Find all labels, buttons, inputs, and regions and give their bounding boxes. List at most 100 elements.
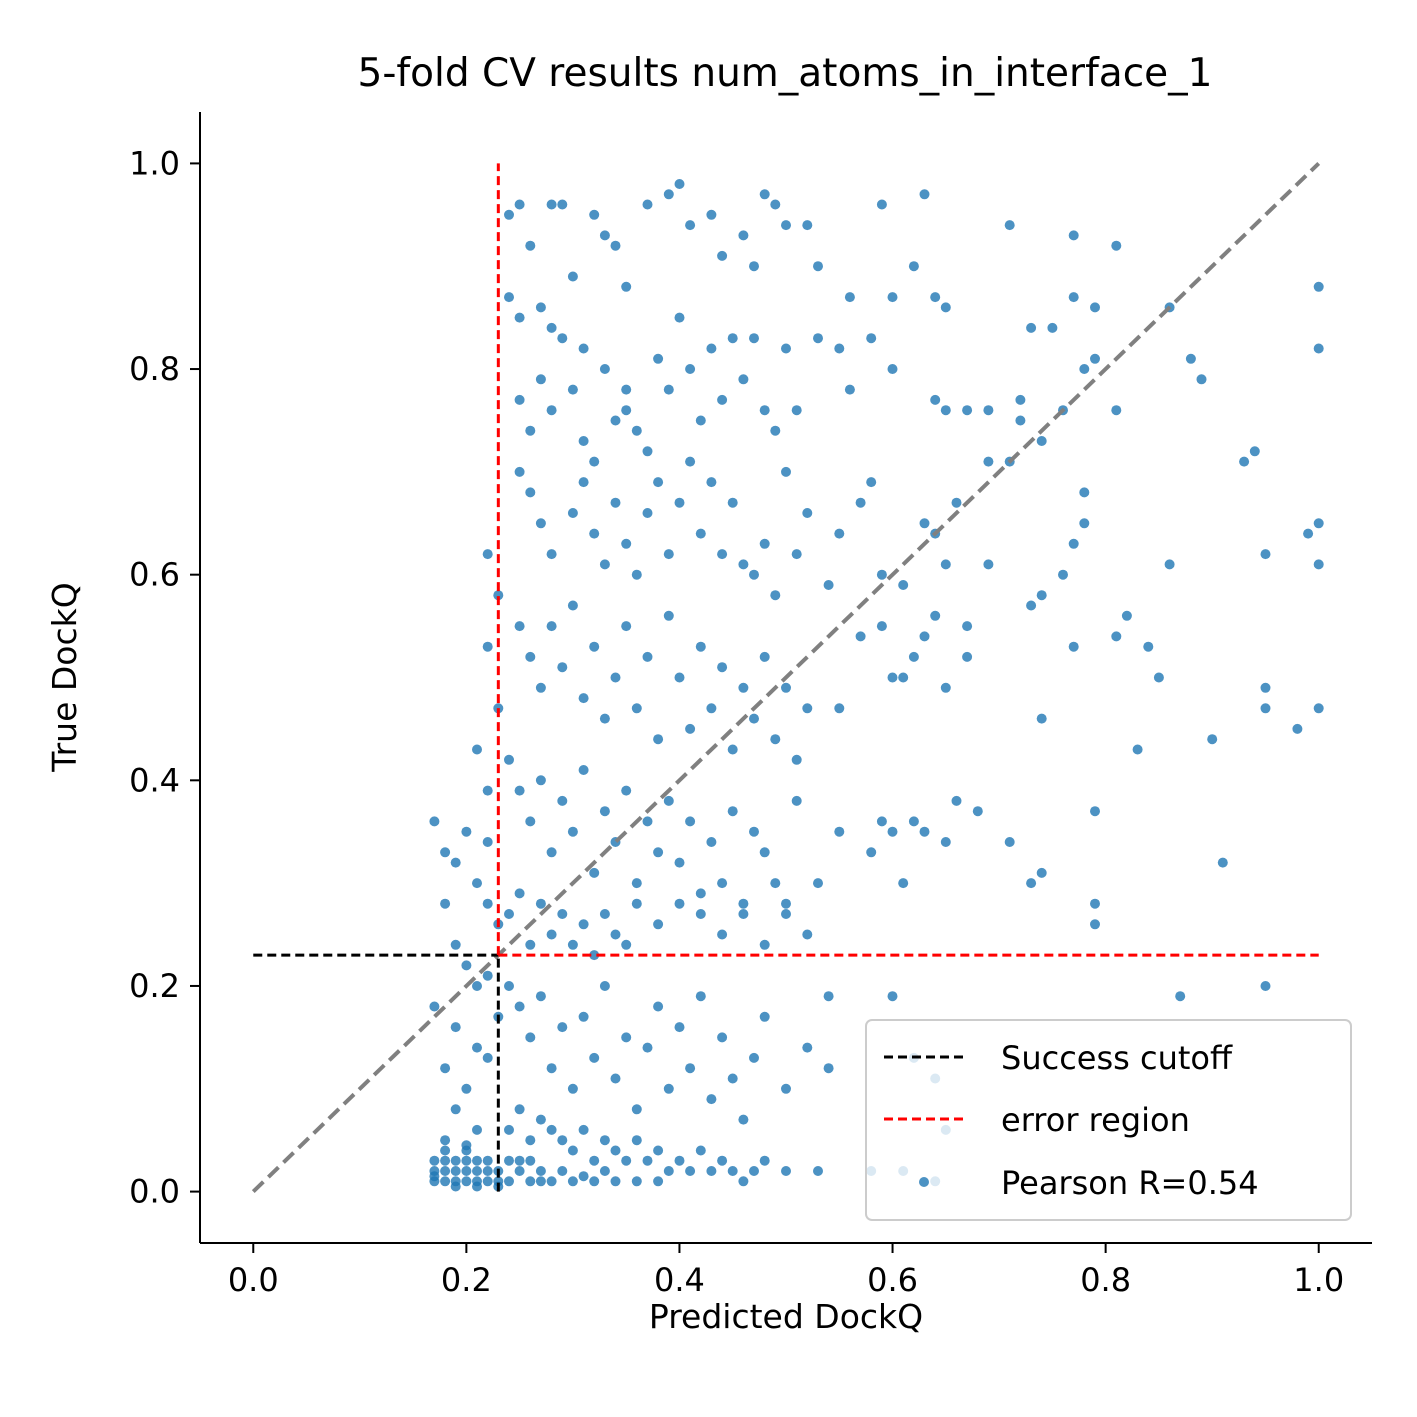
scatter-point (908, 651, 919, 662)
scatter-point (557, 333, 568, 344)
scatter-point (663, 795, 674, 806)
scatter-point (567, 600, 578, 611)
scatter-point (621, 384, 632, 395)
scatter-point (461, 1083, 472, 1094)
scatter-point (578, 693, 589, 704)
scatter-point (823, 580, 834, 590)
scatter-point (738, 1176, 749, 1187)
scatter-point (1292, 723, 1303, 734)
scatter-point (642, 446, 653, 457)
y-ticks: 0.0 0.2 0.4 0.6 0.8 1.0 (129, 144, 200, 1211)
scatter-point (940, 837, 951, 847)
scatter-point (717, 250, 728, 261)
scatter-point (472, 981, 482, 991)
scatter-point (898, 878, 909, 889)
scatter-point (653, 734, 664, 745)
scatter-point (1164, 559, 1175, 570)
scatter-point (514, 199, 525, 210)
scatter-point (908, 261, 919, 272)
scatter-point (1121, 610, 1132, 621)
x-tick-label: 0.6 (867, 1261, 918, 1299)
scatter-point (631, 569, 642, 580)
scatter-point (631, 878, 642, 889)
scatter-point (440, 1155, 451, 1166)
scatter-point (514, 1001, 525, 1012)
scatter-point (440, 1135, 451, 1146)
scatter-point (1068, 292, 1079, 303)
scatter-point (631, 1104, 642, 1115)
scatter-point (621, 281, 632, 292)
scatter-point (898, 672, 909, 683)
scatter-point (1047, 322, 1058, 333)
scatter-point (813, 261, 823, 272)
scatter-point (749, 826, 759, 837)
scatter-point (919, 631, 930, 642)
scatter-point (1079, 518, 1090, 529)
scatter-point (706, 837, 717, 847)
axes (199, 112, 1372, 1244)
scatter-point (631, 1135, 642, 1146)
scatter-point (844, 384, 855, 395)
scatter-point (674, 312, 685, 323)
scatter-point (429, 1171, 440, 1182)
scatter-point (535, 302, 546, 313)
scatter-point (631, 1176, 642, 1187)
scatter-point (610, 929, 621, 940)
scatter-point (514, 1166, 525, 1176)
scatter-point (589, 641, 600, 652)
scatter-point (1249, 446, 1260, 457)
scatter-point (738, 682, 749, 693)
scatter-point (642, 1155, 653, 1166)
scatter-point (759, 1011, 770, 1022)
scatter-point (429, 816, 440, 827)
scatter-point (663, 384, 674, 395)
scatter-point (695, 1145, 706, 1156)
scatter-point (557, 1135, 568, 1146)
scatter-point (962, 405, 973, 416)
scatter-point (535, 518, 546, 529)
scatter-point (770, 734, 781, 745)
scatter-point (450, 1181, 461, 1192)
scatter-point (930, 610, 941, 621)
scatter-point (791, 754, 802, 765)
scatter-point (557, 1022, 568, 1033)
scatter-point (589, 528, 600, 539)
scatter-point (674, 179, 685, 189)
scatter-point (685, 364, 696, 374)
scatter-point (653, 1176, 664, 1187)
scatter-point (482, 1166, 493, 1176)
scatter-point (940, 682, 951, 693)
scatter-point (1004, 837, 1015, 847)
scatter-point (930, 394, 941, 405)
legend-points-marker (919, 1177, 929, 1187)
scatter-point (504, 754, 514, 765)
scatter-point (887, 364, 898, 374)
scatter-point (599, 981, 610, 991)
scatter-point (599, 364, 610, 374)
x-tick-label: 0.2 (441, 1261, 492, 1299)
scatter-point (1313, 559, 1324, 570)
scatter-point (440, 1145, 451, 1156)
scatter-point (461, 826, 472, 837)
scatter-point (685, 723, 696, 734)
scatter-point (962, 621, 973, 632)
scatter-point (749, 713, 759, 724)
scatter-point (482, 641, 493, 652)
scatter-point (514, 1155, 525, 1166)
scatter-point (727, 1166, 738, 1176)
scatter-point (1026, 322, 1037, 333)
scatter-point (759, 189, 770, 200)
scatter-point (1079, 364, 1090, 374)
scatter-point (450, 1104, 461, 1115)
scatter-point (706, 477, 717, 488)
scatter-point (727, 744, 738, 755)
reference-lines (251, 161, 1321, 1194)
scatter-point (472, 1042, 482, 1053)
scatter-point (759, 405, 770, 416)
scatter-point (450, 1166, 461, 1176)
scatter-point (1260, 682, 1271, 693)
scatter-point (749, 1052, 759, 1063)
scatter-point (770, 590, 781, 601)
scatter-point (685, 1166, 696, 1176)
